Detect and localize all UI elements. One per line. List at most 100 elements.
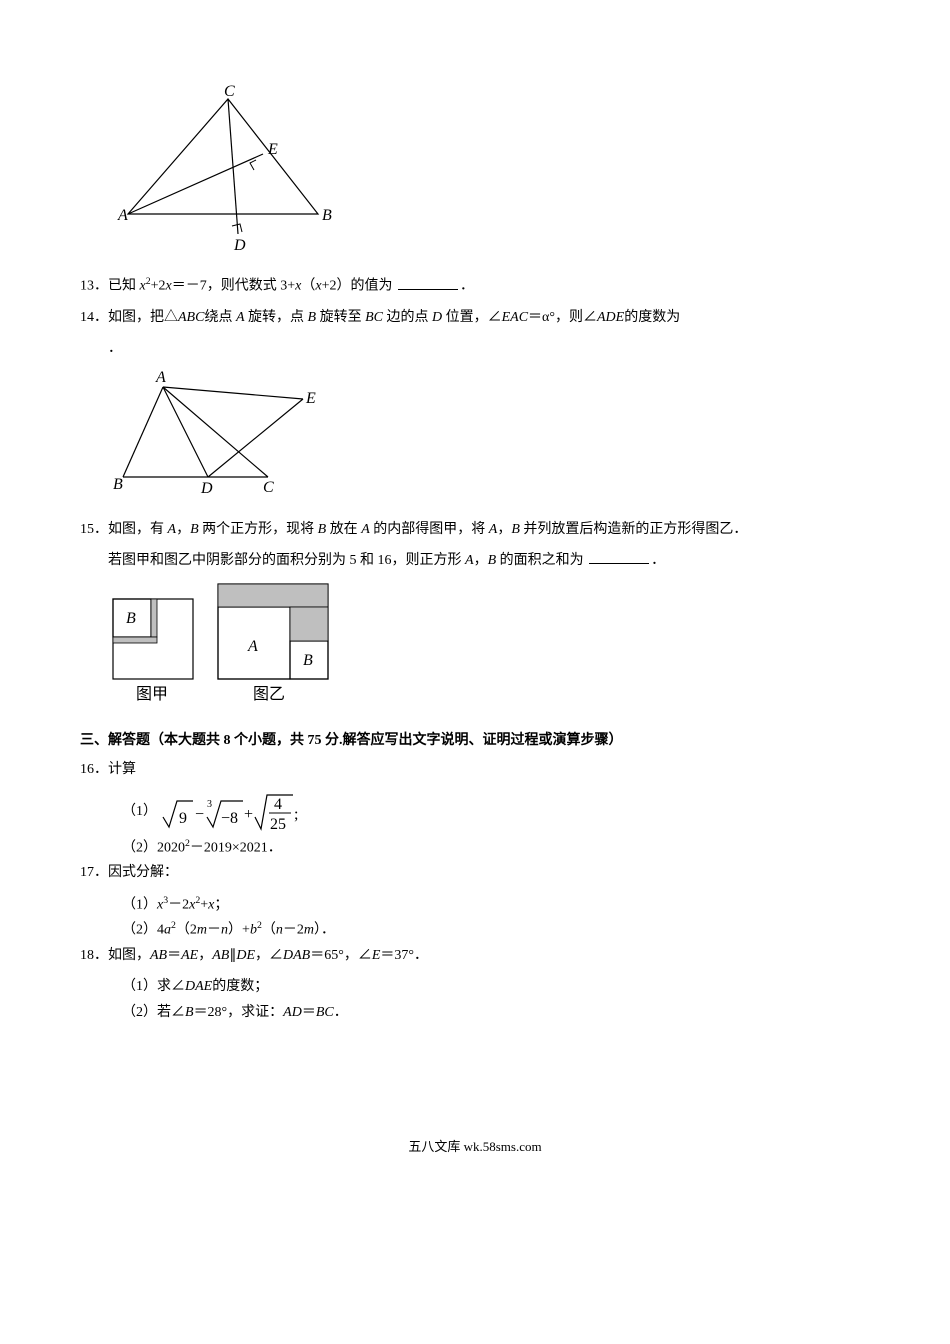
q13-prefix: 13．已知 [80, 279, 140, 294]
q18-AB2: AB [212, 948, 229, 963]
q15-B3: B [511, 522, 520, 537]
q17-p2-a: a [164, 923, 171, 938]
q18-DAB: DAB [283, 948, 310, 963]
svg-q14: A B C D E [108, 367, 318, 497]
q14-svg-D: D [200, 480, 213, 497]
svg-text:+: + [244, 806, 253, 823]
q15-svg-Bright: B [303, 652, 313, 669]
q17-p2-minus1: － [207, 923, 221, 938]
svg-text:9: 9 [179, 810, 187, 827]
page-footer: 五八文库 wk.58sms.com [80, 1135, 870, 1158]
q15-m1: 两个正方形，现将 [202, 522, 314, 537]
q17-p2-n1: n [221, 923, 228, 938]
svg-q15: B 图甲 A B 图乙 [108, 579, 338, 709]
q15-m3: 的内部得图甲，将 [373, 522, 485, 537]
q18-p2end: ． [334, 1005, 348, 1020]
q13-plus: +2 [151, 279, 166, 294]
q17-p2-m1: m [197, 923, 207, 938]
q16-p2-tail: －2019×2021． [190, 840, 282, 855]
q17-p2-minus2: －2 [283, 923, 304, 938]
q15-l1p: 15．如图，有 [80, 522, 164, 537]
q15-caption-right: 图乙 [253, 686, 285, 703]
q17-p1-end: ； [214, 897, 228, 912]
q16-p2-label: （2）2020 [122, 840, 185, 855]
q18-c2: ，∠ [255, 948, 283, 963]
q17-header: 17．因式分解： [80, 865, 178, 880]
q14-mid2: 旋转，点 [248, 310, 304, 325]
label-E: E [267, 141, 278, 158]
diagram-q15: B 图甲 A B 图乙 [108, 579, 870, 718]
q14-mid4: 边的点 [386, 310, 428, 325]
q14-svg-A: A [155, 369, 166, 386]
q17-p2-b: b [250, 923, 257, 938]
q17-p1-mid: －2 [168, 897, 189, 912]
q14-prefix: 14．如图，把△ [80, 310, 178, 325]
q17-p2-paren1: （2 [176, 923, 197, 938]
q16-header: 16．计算 [80, 762, 136, 777]
problem-14-line2: ． [80, 336, 870, 361]
q18-AE1: AE [181, 948, 198, 963]
q15-caption-left: 图甲 [136, 686, 168, 703]
q13-blank [398, 275, 458, 290]
q18-p1t: 的度数； [212, 979, 268, 994]
q18-part1: （1）求∠DAE的度数； [80, 974, 870, 999]
q18-BC2: BC [316, 1005, 334, 1020]
q15-B4: B [488, 553, 497, 568]
q18-Bang: B [185, 1005, 194, 1020]
q14-svg-C: C [263, 479, 274, 496]
section-3-title: 三、解答题（本大题共 8 个小题，共 75 分.解答应写出文字说明、证明过程或演… [80, 728, 870, 753]
q17-p2-end: ）． [314, 923, 335, 938]
svg-text:−8: −8 [221, 810, 238, 827]
q14-svg-B: B [113, 476, 123, 493]
diagram-q14: A B C D E [108, 367, 870, 506]
q13-tail: +2）的值为 [322, 279, 393, 294]
q18-p1l: （1）求∠ [122, 979, 185, 994]
svg-triangle-top: A B C D E [108, 84, 338, 254]
q13-eq: ＝－7，则代数式 3+ [172, 279, 295, 294]
q14-BC: BC [365, 310, 383, 325]
q15-m5: 的面积之和为 [500, 553, 584, 568]
q14-mid1: 绕点 [204, 310, 232, 325]
q17-p2-n2: n [276, 923, 283, 938]
q16-part2: （2）20202－2019×2021． [80, 835, 870, 861]
q17-p2-paren2: （ [262, 923, 276, 938]
q17-p2-paren1c: ）+ [228, 923, 250, 938]
q17-part2: （2）4a2（2m－n）+b2（n－2m）． [80, 917, 870, 943]
q14-D: D [432, 310, 442, 325]
q14-mid3: 旋转至 [320, 310, 362, 325]
label-D: D [233, 237, 246, 254]
q15-c2: ， [497, 522, 511, 537]
q16-part1: （1） 9 − 3 −8 + 4 25 ; [80, 789, 870, 835]
label-B: B [322, 207, 332, 224]
q15-B2: B [318, 522, 327, 537]
svg-text:4: 4 [274, 796, 282, 813]
q14-mid6: ＝α°，则∠ [528, 310, 597, 325]
q14-tail: ． [108, 341, 122, 356]
q14-ADE: ADE [597, 310, 624, 325]
problem-15: 15．如图，有 A，B 两个正方形，现将 B 放在 A 的内部得图甲，将 A，B… [80, 517, 870, 542]
q15-A4: A [465, 553, 474, 568]
q14-EAC: EAC [502, 310, 528, 325]
q15-l2p: 若图甲和图乙中阴影部分的面积分别为 5 和 16，则正方形 [108, 553, 462, 568]
diagram-q12: A B C D E [108, 84, 870, 263]
label-C: C [224, 84, 235, 100]
q15-c1: ， [176, 522, 190, 537]
q16-p1-math: 9 − 3 −8 + 4 25 ; [161, 804, 301, 819]
problem-16: 16．计算 [80, 757, 870, 782]
q13-period: ． [460, 279, 474, 294]
q15-A2: A [361, 522, 370, 537]
q13-paren: （ [301, 279, 315, 294]
q17-part1: （1）x3－2x2+x； [80, 892, 870, 918]
q18-eq1: ＝ [167, 948, 181, 963]
q18-AD: AD [283, 1005, 302, 1020]
q14-abc: ABC [178, 310, 204, 325]
q15-m2: 放在 [330, 522, 358, 537]
problem-17: 17．因式分解： [80, 860, 870, 885]
q17-p1l: （1） [122, 897, 157, 912]
q14-B: B [308, 310, 317, 325]
q15-svg-Bleft: B [126, 610, 136, 627]
q17-p1-plus: + [200, 897, 208, 912]
svg-text:;: ; [294, 806, 298, 823]
q14-mid5: 位置，∠ [446, 310, 502, 325]
q14-mid7: 的度数为 [624, 310, 680, 325]
